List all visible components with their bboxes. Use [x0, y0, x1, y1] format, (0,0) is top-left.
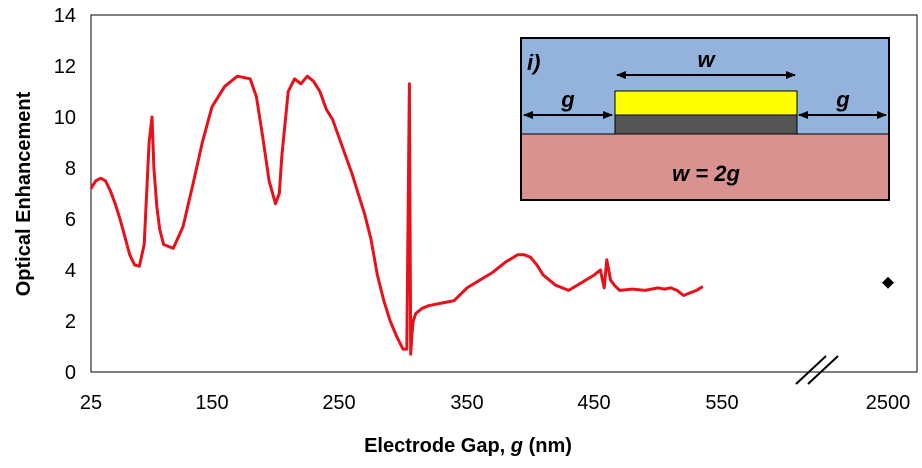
y-tick-label: 4: [65, 260, 76, 282]
x-tick-label: 550: [705, 392, 738, 414]
electrode-yellow-bar: [614, 90, 798, 116]
y-tick-label: 2: [65, 311, 76, 333]
g-right-label: g: [835, 87, 850, 112]
inset-bottom-region: [521, 134, 889, 200]
axis-break: [795, 355, 839, 385]
x-axis-title-prefix: Electrode Gap,: [364, 435, 511, 457]
y-tick-label: 12: [54, 56, 76, 78]
x-tick-label: 450: [577, 392, 610, 414]
inset-frame: [520, 37, 890, 201]
g-left-label: g: [560, 87, 575, 112]
y-tick-label: 10: [54, 107, 76, 129]
y-tick-label: 6: [65, 209, 76, 231]
electrode-under-layer: [614, 114, 798, 135]
data-point-marker: [882, 276, 894, 289]
y-tick-label: 14: [54, 5, 76, 27]
inset-label: i): [527, 50, 540, 75]
x-tick-label: 25: [80, 392, 102, 414]
inset-diagram: i) w g g w = 2g: [520, 37, 890, 201]
y-axis-ticks: 0 2 4 6 8 10 12 14: [54, 5, 76, 384]
x-axis-ticks: 25 150 250 350 450 550 2500: [80, 392, 910, 414]
x-tick-label: 250: [322, 392, 355, 414]
equation-label: w = 2g: [672, 161, 740, 186]
x-axis-title: Electrode Gap, g (nm): [364, 435, 572, 457]
series-line: [89, 74, 704, 356]
x-tick-label: 2500: [866, 392, 911, 414]
x-tick-label: 350: [450, 392, 483, 414]
y-axis-title: Optical Enhancement: [13, 91, 35, 296]
y-tick-label: 8: [65, 158, 76, 180]
x-axis-title-suffix: (nm): [523, 435, 572, 457]
y-tick-label: 0: [65, 362, 76, 384]
x-axis-title-var: g: [510, 435, 523, 457]
w-label: w: [697, 47, 716, 72]
x-tick-label: 150: [195, 392, 228, 414]
